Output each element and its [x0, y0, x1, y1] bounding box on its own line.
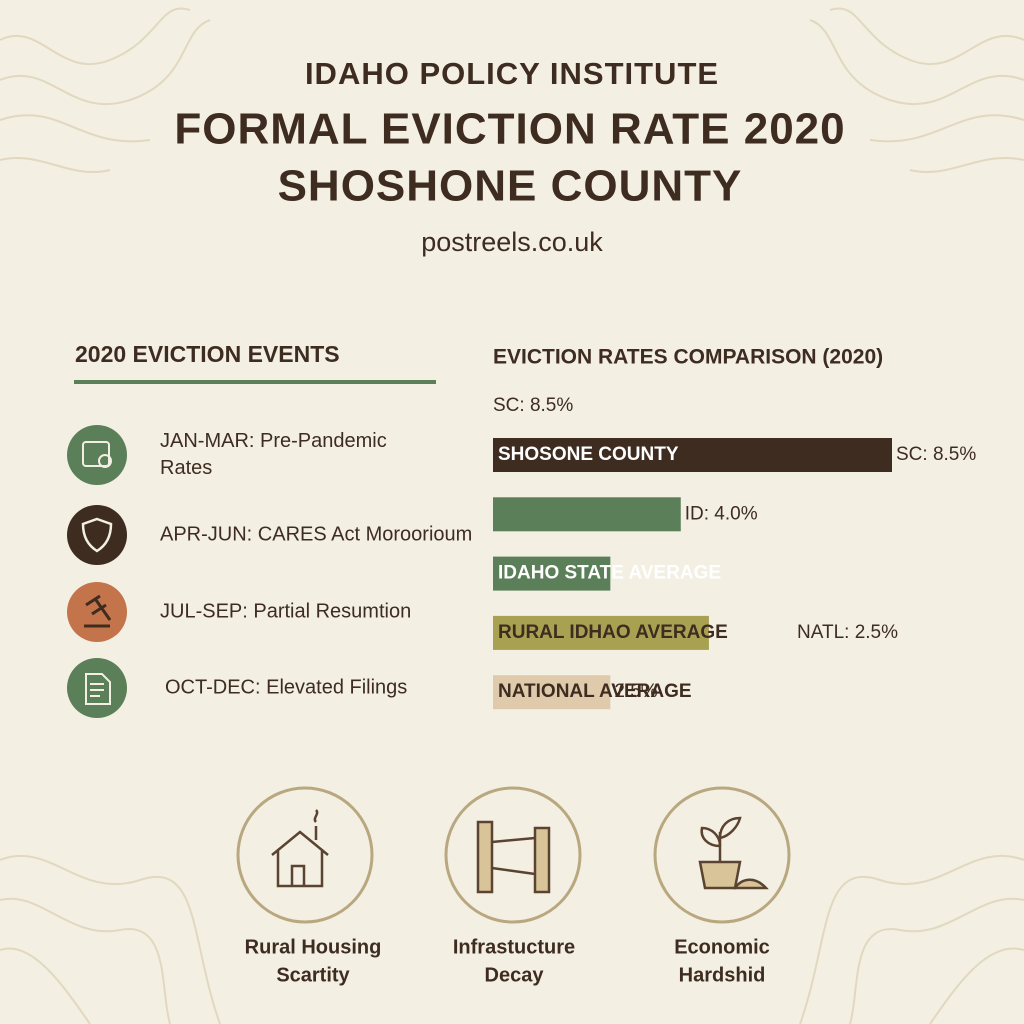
- bar-category-label: SHOSONE COUNTY: [498, 444, 679, 465]
- value-label: SC: 8.5%: [896, 444, 976, 465]
- value-label: ID: 4.0%: [685, 503, 758, 524]
- bar-chart: SHOSONE COUNTY SC: 8.5% ID: 4.0% IDAHO STAT…: [493, 395, 976, 710]
- value-label: 2.5%: [614, 681, 657, 702]
- bar: [493, 497, 681, 532]
- factor-label: Infrastucture: [453, 936, 575, 958]
- event-label: APR-JUN: CARES Act Moroorioum: [160, 523, 472, 545]
- title: SHOSHONE COUNTY: [278, 162, 743, 211]
- event-label: Rates: [160, 457, 212, 479]
- section-title: 2020 EVICTION EVENTS: [75, 341, 340, 367]
- factor-icons: [236, 786, 791, 924]
- event-icons: [67, 425, 127, 718]
- bar-category-label: NATIONAL AVERAGE: [498, 681, 692, 702]
- factor-label: Decay: [485, 964, 545, 986]
- chart-title: EVICTION RATES COMPARISON (2020): [493, 346, 883, 369]
- bar: [493, 438, 892, 472]
- bar: [493, 675, 611, 710]
- annotation: SC: 8.5%: [493, 395, 573, 416]
- decor-waves: [0, 7, 1024, 1024]
- url: postreels.co.uk: [421, 227, 603, 257]
- bar-category-label: IDAHO STATE AVERAGE: [498, 563, 721, 584]
- event-label: JUL-SEP: Partial Resumtion: [160, 600, 411, 622]
- factor-label: Scartity: [276, 964, 350, 986]
- factor-label: Economic: [674, 936, 770, 958]
- bar: [493, 556, 611, 591]
- bar-category-label: RURAL IDHAO AVERAGE: [498, 622, 728, 643]
- divider: [74, 380, 436, 384]
- event-label: JAN-MAR: Pre-Pandemic: [160, 430, 387, 452]
- annotation: NATL: 2.5%: [797, 622, 898, 643]
- org: IDAHO POLICY INSTITUTE: [305, 56, 719, 91]
- factor-list: Rural Housing Scartity Infrastucture Decay E…: [245, 936, 770, 986]
- factor-label: Rural Housing: [245, 936, 382, 958]
- title: FORMAL EVICTION RATE 2020: [174, 105, 845, 154]
- event-list: JAN-MAR: Pre-Pandemic Rates APR-JUN: CARES…: [160, 430, 472, 699]
- bar: [493, 615, 709, 650]
- factor-label: Hardshid: [679, 964, 766, 986]
- event-label: OCT-DEC: Elevated Filings: [165, 676, 407, 698]
